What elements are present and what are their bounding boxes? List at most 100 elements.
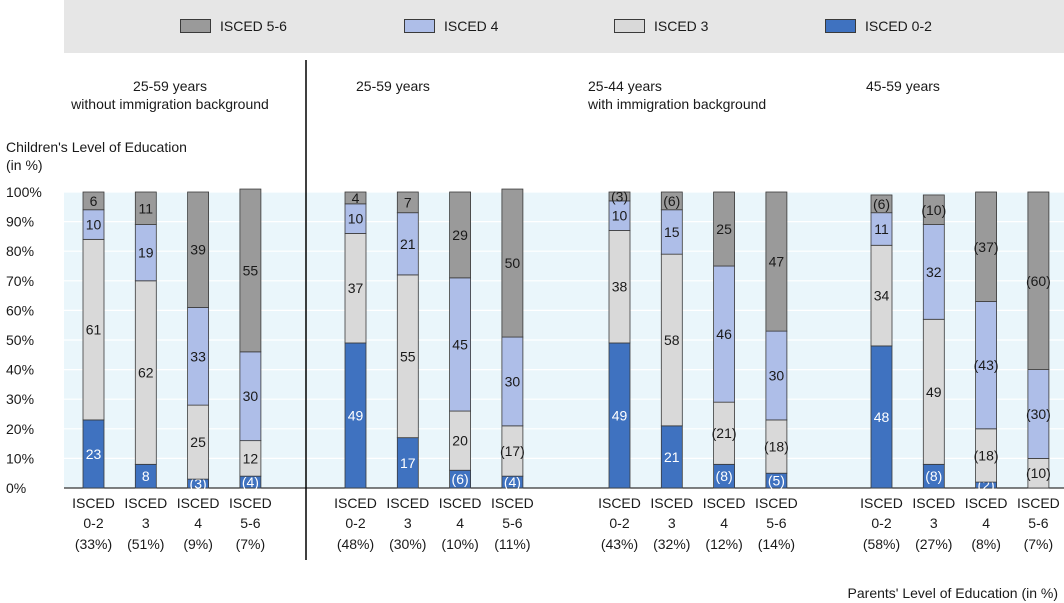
y-tick-label: 30% <box>6 391 34 407</box>
data-label: (60) <box>1026 273 1051 289</box>
x-tick-share-label: (9%) <box>183 536 213 552</box>
y-axis-title: Children's Level of Education (in %) <box>6 138 187 174</box>
data-label: 37 <box>348 280 364 296</box>
legend-label-isced-3: ISCED 3 <box>654 18 709 34</box>
x-tick-label-line2: 4 <box>456 515 464 531</box>
x-tick-label-line2: 4 <box>982 515 990 531</box>
x-tick-label-line1: ISCED <box>229 495 272 511</box>
data-label: 8 <box>142 468 150 484</box>
y-tick-label: 90% <box>6 214 34 230</box>
x-tick-label-line2: 0-2 <box>871 515 891 531</box>
x-tick-label-line2: 0-2 <box>345 515 365 531</box>
y-tick-label: 80% <box>6 243 34 259</box>
bar-segment-isced-5-6 <box>449 191 472 279</box>
panel-title-4: 45-59 years <box>866 77 940 95</box>
data-label: 50 <box>505 255 521 271</box>
legend-swatch-isced-4 <box>404 19 435 33</box>
data-label: 49 <box>348 407 364 423</box>
y-tick-label: 20% <box>6 421 34 437</box>
y-tick-label: 10% <box>6 450 34 466</box>
x-tick-label-line2: 3 <box>404 515 412 531</box>
x-tick-share-label: (32%) <box>653 536 690 552</box>
data-label: 58 <box>664 332 680 348</box>
data-label: 12 <box>243 450 259 466</box>
x-tick-label-line2: 3 <box>668 515 676 531</box>
bar-segment-isced-5-6 <box>82 191 105 211</box>
panel-title-1-line2: without immigration background <box>71 96 269 112</box>
data-label: 49 <box>612 407 628 423</box>
legend-label-isced-4: ISCED 4 <box>444 18 499 34</box>
data-label: (18) <box>764 439 789 455</box>
x-tick-label-line1: ISCED <box>860 495 903 511</box>
legend-swatch-isced-0-2 <box>825 19 856 33</box>
data-label: 11 <box>874 221 889 237</box>
data-label: 21 <box>664 449 680 465</box>
x-tick-share-label: (11%) <box>494 536 530 552</box>
x-axis-title: Parents' Level of Education (in %) <box>847 585 1058 601</box>
y-axis-title-line1: Children's Level of Education <box>6 139 187 155</box>
y-tick-label: 100% <box>6 184 42 200</box>
data-label: (17) <box>500 443 525 459</box>
data-label: 7 <box>404 194 412 210</box>
bar-segment-isced-5-6 <box>608 191 631 202</box>
panel-title-2-line1: 25-59 years <box>356 78 430 94</box>
data-label: 30 <box>243 388 259 404</box>
data-label: 48 <box>874 409 890 425</box>
data-label: (8) <box>925 468 942 484</box>
x-tick-label-line1: ISCED <box>334 495 377 511</box>
x-tick-label-line1: ISCED <box>72 495 115 511</box>
data-label: (10) <box>921 202 946 218</box>
x-tick-label-line1: ISCED <box>177 495 220 511</box>
y-tick-label: 70% <box>6 273 34 289</box>
data-label: 38 <box>612 279 628 295</box>
x-tick-share-label: (12%) <box>705 536 742 552</box>
bar-segment-isced-5-6 <box>396 191 419 214</box>
data-label: 45 <box>452 336 468 352</box>
data-label: 6 <box>90 193 98 209</box>
bar-segment-isced-5-6 <box>922 194 945 225</box>
bar-segment-isced-5-6 <box>1027 191 1050 371</box>
data-label: 55 <box>243 262 259 278</box>
x-tick-label-line1: ISCED <box>491 495 534 511</box>
x-tick-share-label: (7%) <box>236 536 266 552</box>
y-tick-label: 60% <box>6 302 34 318</box>
x-tick-share-label: (8%) <box>971 536 1001 552</box>
data-label: (6) <box>873 196 890 212</box>
x-tick-label-line2: 4 <box>194 515 202 531</box>
bar-segment-isced-5-6 <box>344 191 367 205</box>
data-label: (4) <box>242 474 259 490</box>
x-tick-label-line2: 5-6 <box>766 515 786 531</box>
bar-segment-isced-5-6 <box>239 188 262 353</box>
data-label: 17 <box>400 455 416 471</box>
data-label: 15 <box>664 224 680 240</box>
bar-segment-isced-5-6 <box>660 191 683 211</box>
panel-title-3-line1: 25-44 years <box>588 78 662 94</box>
x-tick-share-label: (58%) <box>863 536 900 552</box>
legend-swatch-isced-3 <box>614 19 645 33</box>
data-label: 39 <box>190 242 206 258</box>
legend-label-isced-0-2: ISCED 0-2 <box>865 18 932 34</box>
y-tick-label: 0% <box>6 480 26 496</box>
data-label: 25 <box>716 221 732 237</box>
x-tick-share-label: (33%) <box>75 536 112 552</box>
data-label: 19 <box>138 245 154 261</box>
panel-title-2: 25-59 years <box>356 77 430 95</box>
x-tick-label-line1: ISCED <box>1017 495 1060 511</box>
data-label: (43) <box>974 357 999 373</box>
data-label: (10) <box>1026 465 1051 481</box>
data-label: 25 <box>190 434 206 450</box>
x-tick-share-label: (14%) <box>758 536 795 552</box>
data-label: 49 <box>926 384 942 400</box>
data-label: 32 <box>926 264 942 280</box>
bar-segment-isced-5-6 <box>975 191 997 302</box>
data-label: (3) <box>190 476 207 492</box>
panel-title-1: 25-59 years without immigration backgrou… <box>50 77 290 113</box>
x-tick-label-line1: ISCED <box>755 495 798 511</box>
x-tick-label-line1: ISCED <box>598 495 641 511</box>
x-tick-share-label: (10%) <box>441 536 478 552</box>
bar-segment-isced-5-6 <box>713 191 735 267</box>
data-label: 30 <box>505 373 521 389</box>
x-tick-label-line2: 0-2 <box>83 515 103 531</box>
data-label: 23 <box>86 446 102 462</box>
x-tick-share-label: (27%) <box>915 536 952 552</box>
